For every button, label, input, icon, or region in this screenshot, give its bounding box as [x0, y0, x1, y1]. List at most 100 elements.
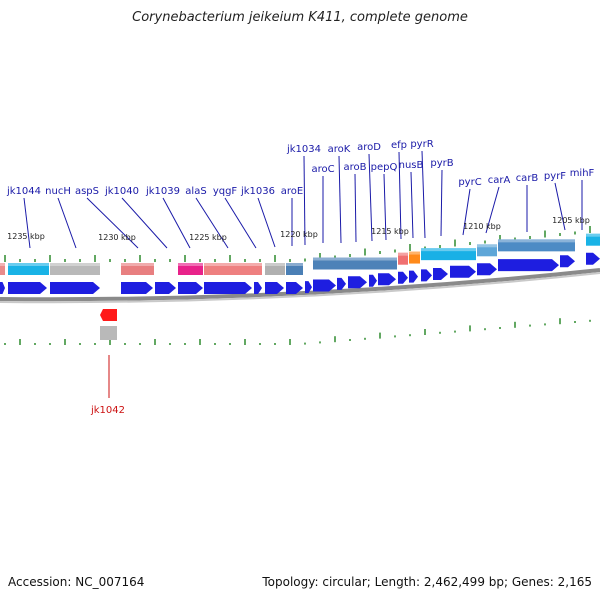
highlight-gene-arrow[interactable] [100, 309, 117, 321]
gene-label[interactable]: aroK [328, 144, 351, 155]
feature-block [313, 257, 397, 270]
gene-label[interactable]: mihF [570, 168, 595, 179]
gene-label-line [554, 182, 566, 231]
gene-label[interactable]: aroC [311, 164, 334, 175]
feature-block [421, 248, 476, 261]
gene-arrow[interactable] [398, 271, 408, 284]
feature-block-shine [586, 233, 600, 237]
feature-block-shine [286, 263, 303, 266]
gene-arrow[interactable] [305, 281, 312, 294]
gene-arrow[interactable] [155, 282, 176, 294]
gene-label-line [224, 197, 257, 249]
gene-label-line [398, 151, 402, 240]
genome-backbone [0, 268, 600, 302]
feature-block-shine [265, 263, 285, 266]
feature-block [477, 244, 497, 257]
gene-arrow[interactable] [0, 282, 5, 294]
gene-label[interactable]: pepQ [371, 162, 398, 173]
gene-label-line [303, 155, 306, 246]
gene-arrow[interactable] [286, 282, 303, 294]
gene-label[interactable]: jk1034 [286, 144, 321, 155]
gene-label[interactable]: jk1039 [145, 186, 180, 197]
gene-arrow[interactable] [560, 255, 575, 268]
gene-arrow[interactable] [477, 263, 497, 276]
feature-block-shine [0, 263, 5, 266]
feature-block-shine [421, 248, 476, 252]
gene-label-line [23, 197, 31, 249]
gene-label-line [368, 153, 373, 242]
gene-arrow[interactable] [450, 265, 476, 278]
gene-arrow[interactable] [433, 267, 448, 280]
gene-arrow[interactable] [586, 252, 600, 265]
gene-label[interactable]: pyrB [430, 158, 453, 169]
gene-label[interactable]: pyrF [544, 171, 566, 182]
gene-label[interactable]: pyrC [458, 177, 481, 188]
feature-block [398, 252, 408, 265]
scale-label: 1220 kbp [280, 230, 318, 239]
gene-track [0, 252, 600, 294]
highlight-gene-block [100, 326, 117, 340]
gene-label-line [383, 173, 387, 241]
gene-label[interactable]: nusB [399, 160, 424, 171]
gene-arrow[interactable] [337, 277, 346, 290]
gene-arrow[interactable] [409, 270, 418, 283]
gene-label[interactable]: aspS [75, 186, 99, 197]
gene-label[interactable]: carB [516, 173, 539, 184]
feature-block-shine [498, 239, 575, 243]
gene-labels: jk1044 nucH aspS jk1040 jk1039 alaS yqgF jk1036… [6, 139, 595, 197]
gene-arrow[interactable] [121, 282, 153, 294]
feature-block-shine [8, 263, 49, 266]
scale-label: 1230 kbp [98, 233, 136, 242]
gene-label-line [162, 197, 191, 249]
gene-label[interactable]: pyrR [410, 139, 433, 150]
feature-block [204, 263, 262, 275]
gene-arrow[interactable] [204, 282, 252, 294]
gene-label[interactable]: aroE [281, 186, 303, 197]
scale-label: 1215 kbp [371, 227, 409, 236]
feature-block [0, 263, 5, 275]
gene-label-line [440, 169, 443, 237]
gene-arrow[interactable] [348, 276, 367, 289]
highlight-gene-label[interactable]: jk1042 [90, 405, 125, 416]
gene-arrow[interactable] [265, 282, 284, 294]
feature-block [409, 251, 420, 264]
scale-label: 1210 kbp [463, 222, 501, 231]
gene-label[interactable]: jk1040 [104, 186, 139, 197]
gene-arrow[interactable] [8, 282, 47, 294]
gene-label-line [57, 197, 77, 249]
gene-label-line [354, 173, 357, 243]
gene-label[interactable]: jk1044 [6, 186, 41, 197]
gene-label[interactable]: yqgF [213, 186, 238, 197]
gene-label-line [338, 155, 342, 244]
gene-arrow[interactable] [50, 282, 100, 294]
ticks-inner [4, 318, 591, 345]
gene-arrow[interactable] [313, 279, 336, 292]
feature-block [265, 263, 285, 275]
feature-block-shine [50, 263, 100, 266]
gene-label[interactable]: alaS [185, 186, 206, 197]
gene-arrow[interactable] [498, 259, 559, 272]
ticks-outer [4, 226, 591, 262]
gene-arrow[interactable] [378, 273, 396, 286]
gene-label-line [410, 171, 414, 239]
gene-label-line [462, 188, 471, 236]
scale-label: 1235 kbp [7, 232, 45, 241]
gene-label-line [257, 197, 276, 248]
gene-arrow[interactable] [178, 282, 203, 294]
gene-arrow[interactable] [254, 282, 262, 294]
feature-block [50, 263, 100, 275]
genome-summary-text: Topology: circular; Length: 2,462,499 bp… [262, 575, 592, 589]
feature-block [286, 263, 303, 275]
gene-label[interactable]: aroD [357, 142, 381, 153]
genome-backbone-shadow [0, 272, 600, 304]
gene-label[interactable]: carA [488, 175, 511, 186]
gene-arrow[interactable] [421, 269, 432, 282]
gene-label[interactable]: jk1036 [240, 186, 275, 197]
gene-arrow[interactable] [369, 274, 377, 287]
gene-label[interactable]: nucH [45, 186, 71, 197]
gene-label[interactable]: efp [391, 140, 407, 151]
gene-label[interactable]: aroB [344, 162, 367, 173]
feature-block-shine [398, 252, 408, 256]
accession-text: Accession: NC_007164 [8, 575, 145, 589]
